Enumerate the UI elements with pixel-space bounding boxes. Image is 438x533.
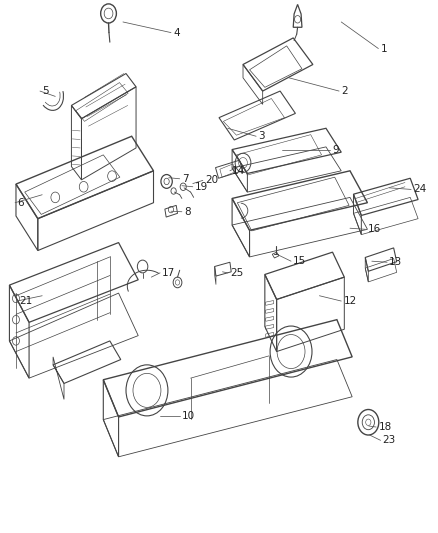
Text: 8: 8 [184,207,191,217]
Text: 24: 24 [413,184,427,195]
Text: 18: 18 [378,422,392,432]
Text: 25: 25 [230,268,243,278]
Text: 9: 9 [332,144,339,155]
Text: 17: 17 [162,268,176,278]
Text: 23: 23 [383,435,396,446]
Text: 4: 4 [173,28,180,38]
Text: 16: 16 [367,224,381,235]
Text: 15: 15 [293,256,307,266]
Text: 7: 7 [182,174,188,184]
Text: 12: 12 [343,296,357,306]
Text: 2: 2 [341,86,348,96]
Text: 13: 13 [389,257,403,267]
Text: 3: 3 [258,131,265,141]
Text: 20: 20 [205,175,218,185]
Text: 1: 1 [381,44,387,53]
Text: 19: 19 [195,182,208,192]
Text: 10: 10 [182,411,195,422]
Text: 6: 6 [17,198,24,208]
Text: 5: 5 [42,86,49,96]
Text: 14: 14 [232,166,245,176]
Text: 21: 21 [19,296,32,306]
